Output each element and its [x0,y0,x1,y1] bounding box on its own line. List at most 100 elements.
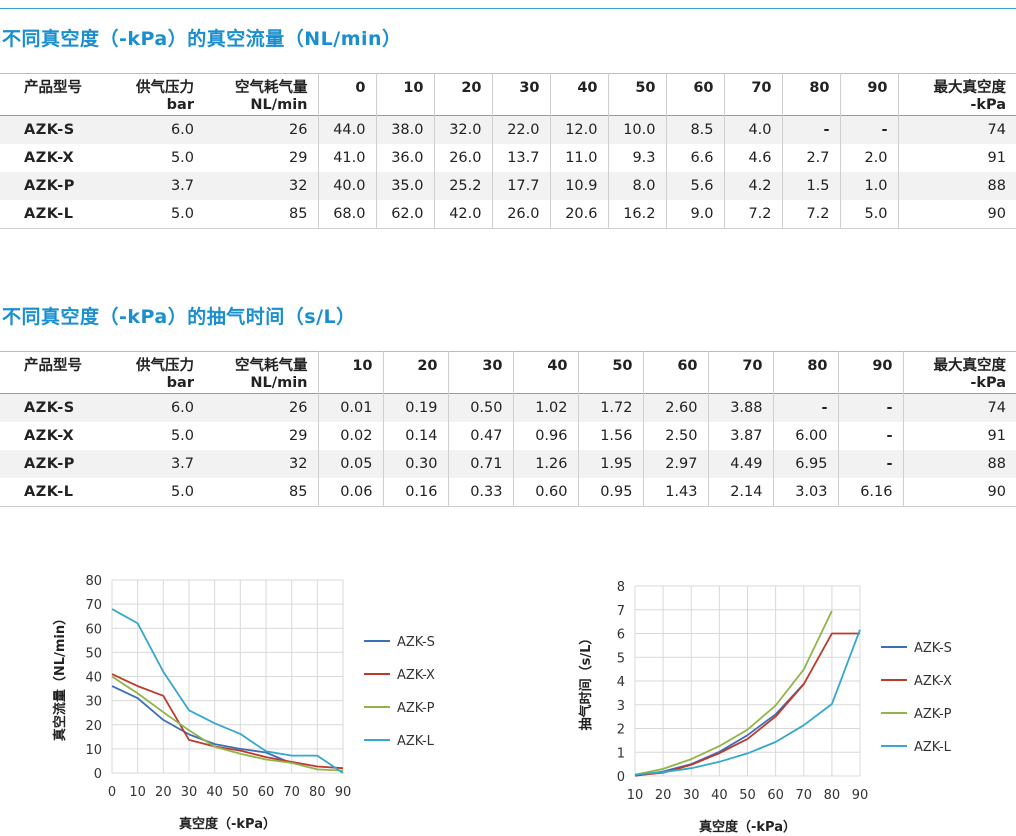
value-cell: 25.2 [434,172,493,200]
max-vacuum-cell: 88 [903,450,1016,478]
y-tick-label: 20 [85,719,102,734]
table-row: AZK-S 6.0 26 44.0 38.0 32.0 22.0 12.0 10.0 8.5 4.0… [0,115,1016,144]
legend-label: AZK-P [397,701,435,716]
value-cell: 0.02 [318,422,384,450]
table-row: AZK-X 5.0 29 41.0 36.0 26.0 13.7 11.0 9.3 6.6 4.6 2… [0,144,1016,172]
value-cell: 68.0 [318,200,377,229]
x-axis-title: 真空度（-kPa） [699,819,796,835]
air-consumption-label: 空气耗气量 [235,80,308,96]
value-cell: 2.7 [782,144,841,172]
max-vacuum-cell: 91 [987,150,1006,166]
value-cell: 62.0 [376,200,435,229]
supply-pressure-header: 供气压力 bar [117,73,204,116]
x-tick-label: 70 [283,785,300,800]
air-consumption-cell: 32 [204,450,319,478]
y-axis-title: 抽气时间（s/L） [578,632,594,731]
series-line [634,610,833,776]
value-cell: 4.2 [724,172,783,200]
level-header: 40 [513,351,579,394]
legend-label: AZK-S [397,635,435,650]
supply-pressure-cell: 3.7 [117,450,204,478]
value-cell: - [838,393,904,422]
value-cell: 0.47 [448,422,514,450]
value-cell: - [838,422,904,450]
max-vacuum-cell: 74 [903,393,1016,422]
supply-pressure-unit: bar [166,97,194,113]
legend-label: AZK-L [914,740,952,755]
value-cell: 4.49 [708,450,774,478]
x-axis-title: 真空度（-kPa） [179,816,276,832]
value-cell: 0.33 [448,478,514,507]
level-header: 90 [838,351,904,394]
series-line [111,675,344,772]
value-cell: 0.71 [448,450,514,478]
table-row: AZK-L 5.0 85 0.06 0.16 0.33 0.60 0.95 1.43 2.14 3.… [0,478,1016,507]
value-cell: 0.05 [318,450,384,478]
max-vacuum-cell: 90 [903,478,1016,507]
model-cell: AZK-L [0,478,117,507]
level-header: 70 [708,351,774,394]
value-cell: 6.00 [773,422,839,450]
level-header: 80 [782,73,841,116]
value-cell: 2.14 [708,478,774,507]
x-tick-label: 20 [155,785,172,800]
table-row: AZK-L 5.0 85 68.0 62.0 42.0 26.0 20.6 16.2 9.0 7.2… [0,200,1016,229]
max-vacuum-cell: 90 [898,200,1016,229]
value-cell: - [782,115,841,144]
y-tick-label: 8 [617,580,625,595]
max-vacuum-label: 最大真空度 [933,358,1007,374]
max-vacuum-cell: 74 [898,115,1016,144]
level-header: 30 [492,73,551,116]
air-consumption-unit: NL/min [250,97,308,113]
air-consumption-label: 空气耗气量 [235,358,308,374]
value-cell: 3.03 [773,478,839,507]
level-header: 70 [724,73,783,116]
value-cell: 20.6 [550,200,609,229]
value-cell: 6.95 [773,450,839,478]
air-consumption-cell: 26 [204,393,319,422]
x-tick-label: 50 [739,788,756,803]
supply-pressure-header: 供气压力 bar [117,351,204,394]
y-tick-label: 3 [617,699,625,714]
value-cell: 5.6 [666,172,725,200]
value-cell: 2.60 [643,393,709,422]
time-section-title: 不同真空度（-kPa）的抽气时间（s/L） [2,306,356,328]
value-cell: 0.96 [513,422,579,450]
level-header: 30 [448,351,514,394]
level-header: 0 [318,73,377,116]
vacuum-flow-chart: 0 10 20 30 40 50 60 70 80 90 0 10 20 30 40 50 60 70 80 真空度（… [52,574,435,832]
value-cell: 1.72 [578,393,644,422]
legend-label: AZK-P [914,707,952,722]
model-cell: AZK-X [24,428,75,444]
max-vacuum-unit: -kPa [970,375,1006,391]
air-consumption-header: 空气耗气量 NL/min [204,73,319,116]
value-cell: 32.0 [434,115,493,144]
value-cell: 2.0 [840,144,899,172]
value-cell: 38.0 [376,115,435,144]
value-cell: 26.0 [492,200,551,229]
value-cell: 4.6 [724,144,783,172]
value-cell: 5.0 [840,200,899,229]
x-tick-label: 70 [795,788,812,803]
value-cell: - [773,393,839,422]
value-cell: 4.0 [724,115,783,144]
value-cell: 9.0 [666,200,725,229]
value-cell: 40.0 [318,172,377,200]
value-cell: 6.16 [838,478,904,507]
value-cell: 7.2 [782,200,841,229]
value-cell: 0.19 [383,393,449,422]
value-cell: 9.3 [608,144,667,172]
value-cell: 2.50 [643,422,709,450]
max-vacuum-cell: 88 [898,172,1016,200]
legend-label: AZK-X [397,668,435,683]
y-tick-label: 50 [85,646,102,661]
table-row: AZK-P 3.7 32 0.05 0.30 0.71 1.26 1.95 2.97 4.49 6.… [0,450,1016,478]
value-cell: 35.0 [376,172,435,200]
y-tick-label: 5 [617,651,625,666]
series-line [111,673,344,770]
value-cell: 36.0 [376,144,435,172]
supply-pressure-cell: 5.0 [170,428,194,444]
value-cell: 41.0 [318,144,377,172]
model-cell: AZK-P [0,172,117,200]
level-header: 20 [383,351,449,394]
